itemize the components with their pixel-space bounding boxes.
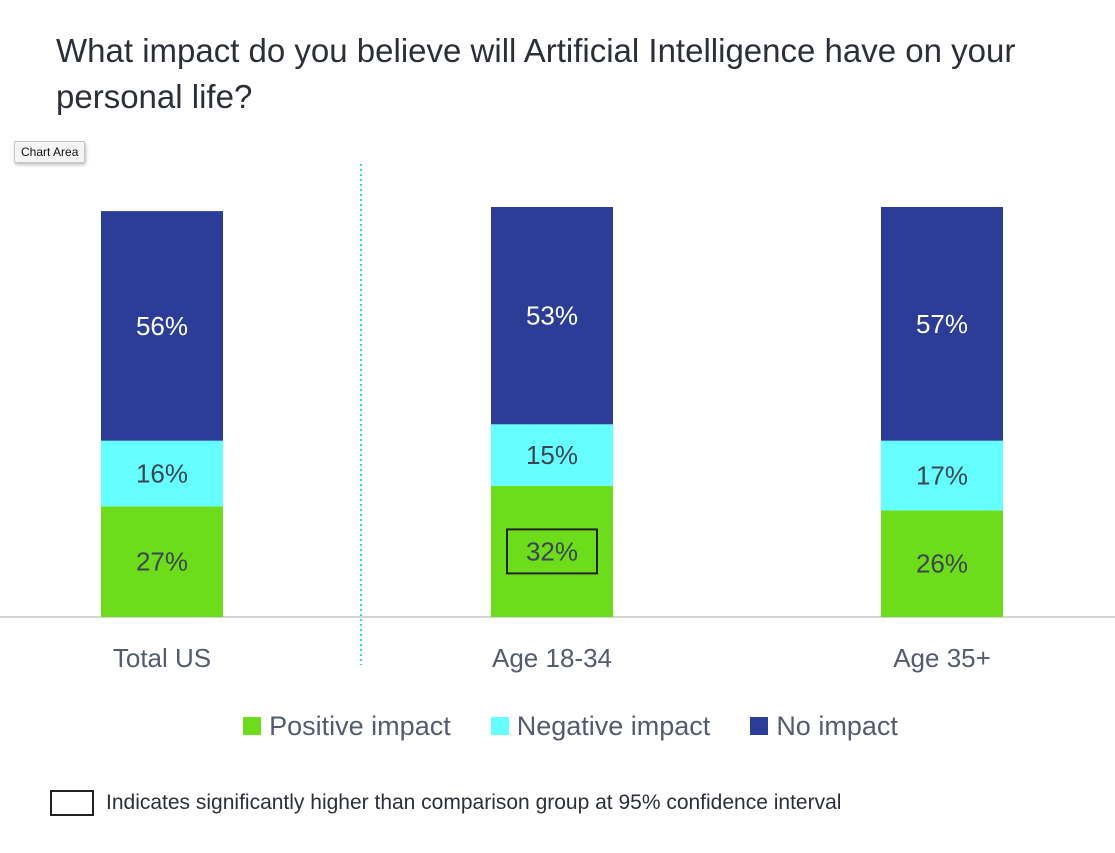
category-label-age-18-34: Age 18-34 — [492, 643, 612, 673]
data-label-age-18-34-no-impact: 53% — [526, 301, 578, 331]
data-label-age-35--no-impact: 57% — [916, 309, 968, 339]
bar-age-35--positive-impact[interactable] — [881, 510, 1003, 617]
legend-label-positive: Positive impact — [269, 710, 451, 741]
data-label-total-us-no-impact: 56% — [136, 311, 188, 341]
bar-age-18-34-no-impact[interactable] — [491, 207, 613, 425]
significance-box-icon — [50, 790, 94, 816]
legend-item-negative: Negative impact — [490, 710, 711, 742]
significance-note: Indicates significantly higher than comp… — [50, 790, 841, 816]
bar-age-35--negative-impact[interactable] — [881, 440, 1003, 511]
bar-age-18-34-negative-impact[interactable] — [491, 424, 613, 486]
bar-total-us-positive-impact[interactable] — [101, 506, 223, 617]
data-label-age-18-34-positive-impact: 32% — [526, 536, 578, 566]
legend-swatch-no-impact — [750, 717, 769, 735]
bar-total-us-negative-impact[interactable] — [101, 440, 223, 507]
significance-highlight-box — [506, 528, 598, 575]
chart-area-tooltip: Chart Area — [14, 141, 86, 163]
legend-swatch-negative — [490, 717, 509, 735]
legend-label-negative: Negative impact — [516, 710, 711, 741]
data-label-age-18-34-negative-impact: 15% — [526, 440, 578, 470]
category-label-age-35-: Age 35+ — [893, 643, 991, 673]
data-label-total-us-negative-impact: 16% — [136, 459, 188, 489]
chart-title: What impact do you believe will Artifici… — [56, 32, 1016, 115]
data-label-age-35--negative-impact: 17% — [916, 461, 968, 491]
bar-age-18-34-positive-impact[interactable] — [491, 485, 613, 617]
category-label-total-us: Total US — [113, 643, 211, 673]
stacked-bar-chart[interactable]: 27% 16% 56% Total US 32% 15% 53% Age 18-34 26% 17… — [0, 0, 1115, 700]
data-label-age-35--positive-impact: 26% — [916, 549, 968, 579]
legend-label-no-impact: No impact — [776, 710, 898, 741]
legend: Positive impact Negative impact No impac… — [0, 706, 1115, 746]
legend-swatch-positive — [243, 717, 262, 735]
legend-item-positive: Positive impact — [243, 711, 451, 742]
bar-total-us-no-impact[interactable] — [101, 211, 223, 441]
significance-note-text: Indicates significantly higher than comp… — [106, 791, 842, 814]
bar-age-35--no-impact[interactable] — [881, 207, 1003, 441]
legend-item-no-impact: No impact — [750, 711, 898, 742]
data-label-total-us-positive-impact: 27% — [136, 547, 188, 577]
